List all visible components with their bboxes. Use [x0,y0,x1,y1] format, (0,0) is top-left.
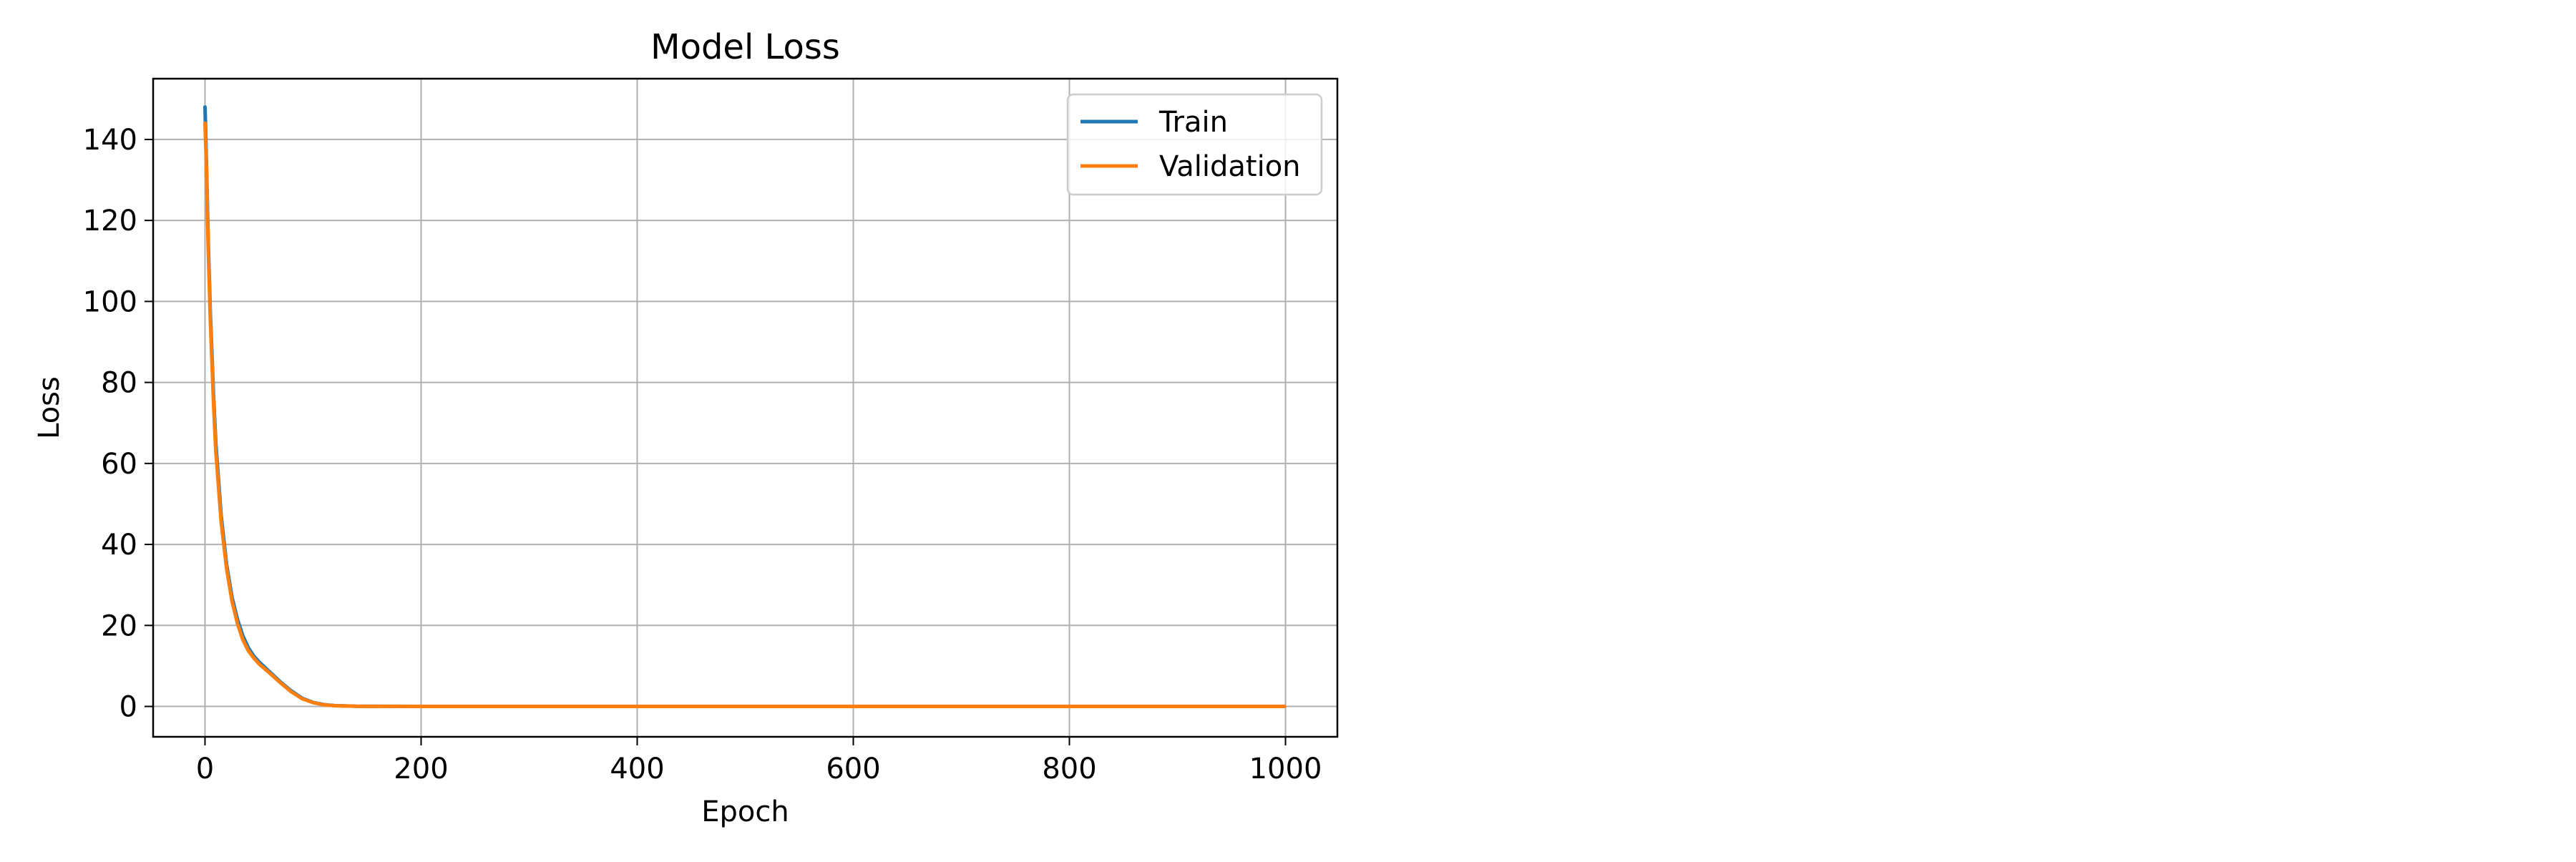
axis-ticks: 0 200 400 600 800 1000 0 20 40 60 80 100 120 140 [83,124,1322,785]
x-tick-label: 200 [394,753,448,785]
y-tick-label: 100 [83,285,137,318]
x-tick-label: 600 [826,753,880,785]
legend-label-train: Train [1158,106,1228,139]
y-tick-label: 40 [101,529,137,562]
x-tick-label: 1000 [1249,753,1322,785]
y-tick-label: 20 [101,609,137,642]
y-tick-label: 80 [101,367,137,400]
y-axis-label: Loss [33,376,66,439]
legend-box [1066,93,1323,196]
x-tick-label: 0 [196,753,214,785]
x-tick-label: 400 [610,753,664,785]
y-tick-label: 0 [119,691,137,724]
legend-label-validation: Validation [1159,150,1301,183]
chart-title: Model Loss [650,27,840,67]
y-tick-label: 120 [83,205,137,237]
y-tick-label: 140 [83,124,137,157]
axes-frame [152,77,1339,738]
x-tick-label: 800 [1042,753,1096,785]
series-lines [203,105,1287,708]
legend: Train Validation [1066,93,1323,196]
grid [153,79,1337,737]
x-axis-label: Epoch [701,795,789,828]
y-tick-label: 60 [101,448,137,481]
series-line-validation [203,121,1287,708]
